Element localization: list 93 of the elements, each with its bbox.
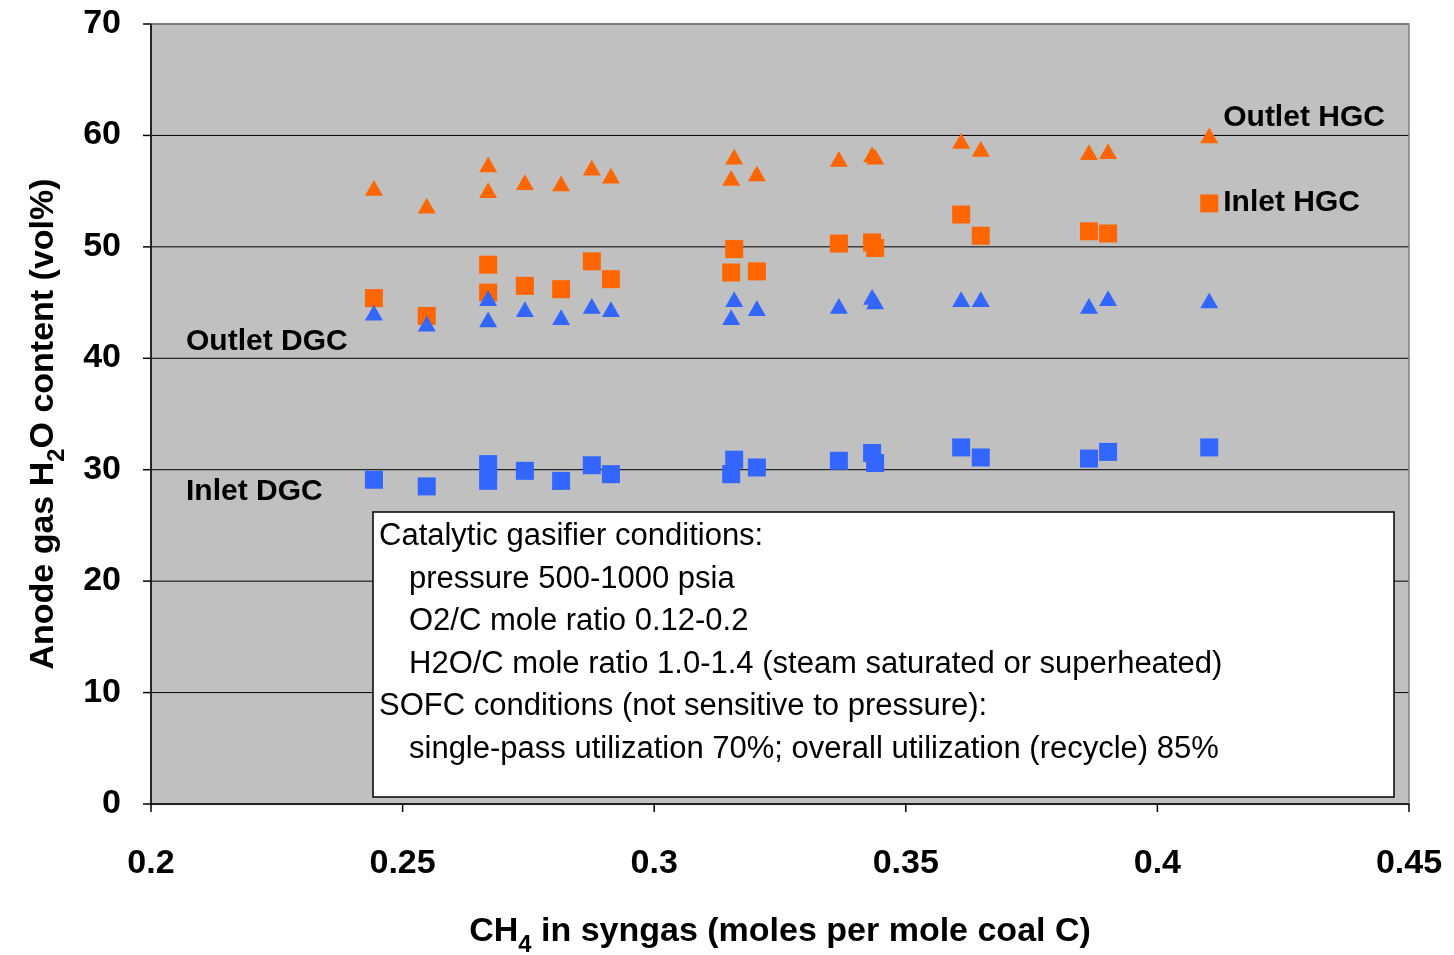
- point: [747, 165, 766, 182]
- x-tick-label: 0.45: [1375, 841, 1443, 880]
- point: [971, 140, 990, 157]
- point: [1099, 442, 1118, 461]
- point: [364, 470, 383, 489]
- point: [952, 133, 971, 149]
- annotation: H2O/C mole ratio 1.0-1.4 (steam saturated or superheated): [409, 644, 1223, 680]
- annotation: pressure 500-1000 psia: [409, 559, 736, 595]
- point: [952, 205, 971, 224]
- point: [479, 455, 498, 474]
- point: [515, 174, 534, 191]
- point: [479, 311, 498, 328]
- point: [417, 197, 436, 214]
- point: [582, 456, 601, 475]
- point: [971, 291, 990, 308]
- point: [1099, 290, 1118, 306]
- point: [829, 298, 848, 314]
- point: [952, 438, 971, 457]
- point: [479, 255, 498, 274]
- x-tick-label: 0.2: [127, 841, 175, 880]
- point: [747, 262, 766, 281]
- point: [866, 454, 885, 473]
- annotation: single-pass utilization 70%; overall utilization (recycle) 85%: [409, 730, 1219, 765]
- point: [601, 465, 620, 484]
- y-tick-label: 20: [83, 559, 121, 598]
- point: [747, 300, 766, 317]
- series-label: Outlet HGC: [1223, 99, 1385, 133]
- point: [725, 148, 744, 165]
- point: [582, 252, 601, 271]
- point: [417, 315, 436, 332]
- point: [829, 150, 848, 167]
- point: [552, 471, 571, 490]
- point: [722, 169, 741, 186]
- point: [1079, 298, 1098, 314]
- point: [1200, 194, 1219, 213]
- point: [479, 290, 498, 306]
- point: [364, 304, 383, 321]
- point: [1079, 144, 1098, 161]
- point: [364, 179, 383, 196]
- point: [601, 301, 620, 318]
- series-label: Inlet DGC: [186, 472, 323, 506]
- y-tick-label: 40: [83, 336, 121, 375]
- point: [971, 448, 990, 467]
- point: [515, 301, 534, 318]
- point: [479, 182, 498, 198]
- point: [725, 291, 744, 308]
- series-label: Inlet HGC: [1223, 184, 1360, 218]
- point: [1079, 222, 1098, 241]
- point: [582, 159, 601, 176]
- point: [479, 156, 498, 173]
- point: [866, 238, 885, 257]
- x-tick-label: 0.25: [369, 841, 436, 880]
- point: [725, 450, 744, 469]
- x-tick-label: 0.35: [872, 841, 939, 880]
- y-tick-label: 10: [83, 670, 121, 709]
- point: [417, 477, 436, 496]
- point: [1079, 449, 1098, 468]
- point: [952, 291, 971, 308]
- y-tick-label: 30: [83, 447, 121, 486]
- point: [1200, 127, 1219, 144]
- point: [601, 167, 620, 184]
- point: [1200, 292, 1219, 309]
- y-tick-label: 60: [83, 113, 121, 152]
- x-tick-label: 0.4: [1133, 841, 1182, 880]
- y-tick-label: 0: [102, 781, 121, 820]
- point: [582, 298, 601, 314]
- annotation: Catalytic gasifier conditions:: [379, 517, 764, 552]
- point: [601, 270, 620, 289]
- point: [971, 226, 990, 245]
- point: [479, 471, 498, 490]
- point: [1200, 438, 1219, 457]
- point: [829, 451, 848, 470]
- x-tick-label: 0.3: [630, 841, 678, 880]
- point: [1099, 143, 1118, 159]
- point: [829, 234, 848, 253]
- series-label: Outlet DGC: [186, 322, 348, 356]
- y-tick-label: 70: [83, 1, 121, 40]
- point: [722, 263, 741, 282]
- point: [364, 289, 383, 308]
- point: [866, 293, 885, 310]
- y-tick-label: 50: [83, 224, 121, 263]
- annotation: SOFC conditions (not sensitive to pressure):: [379, 687, 988, 723]
- point: [725, 240, 744, 259]
- point: [515, 276, 534, 295]
- x-axis-title: CH$_{4}$ in syngas (moles per mole coal C): [469, 909, 1091, 955]
- point: [552, 175, 571, 192]
- point: [1099, 224, 1118, 243]
- point: [722, 309, 741, 325]
- point: [747, 458, 766, 477]
- point: [552, 309, 571, 325]
- annotation: O2/C mole ratio 0.12-0.2: [409, 602, 749, 638]
- point: [552, 280, 571, 299]
- point: [515, 461, 534, 480]
